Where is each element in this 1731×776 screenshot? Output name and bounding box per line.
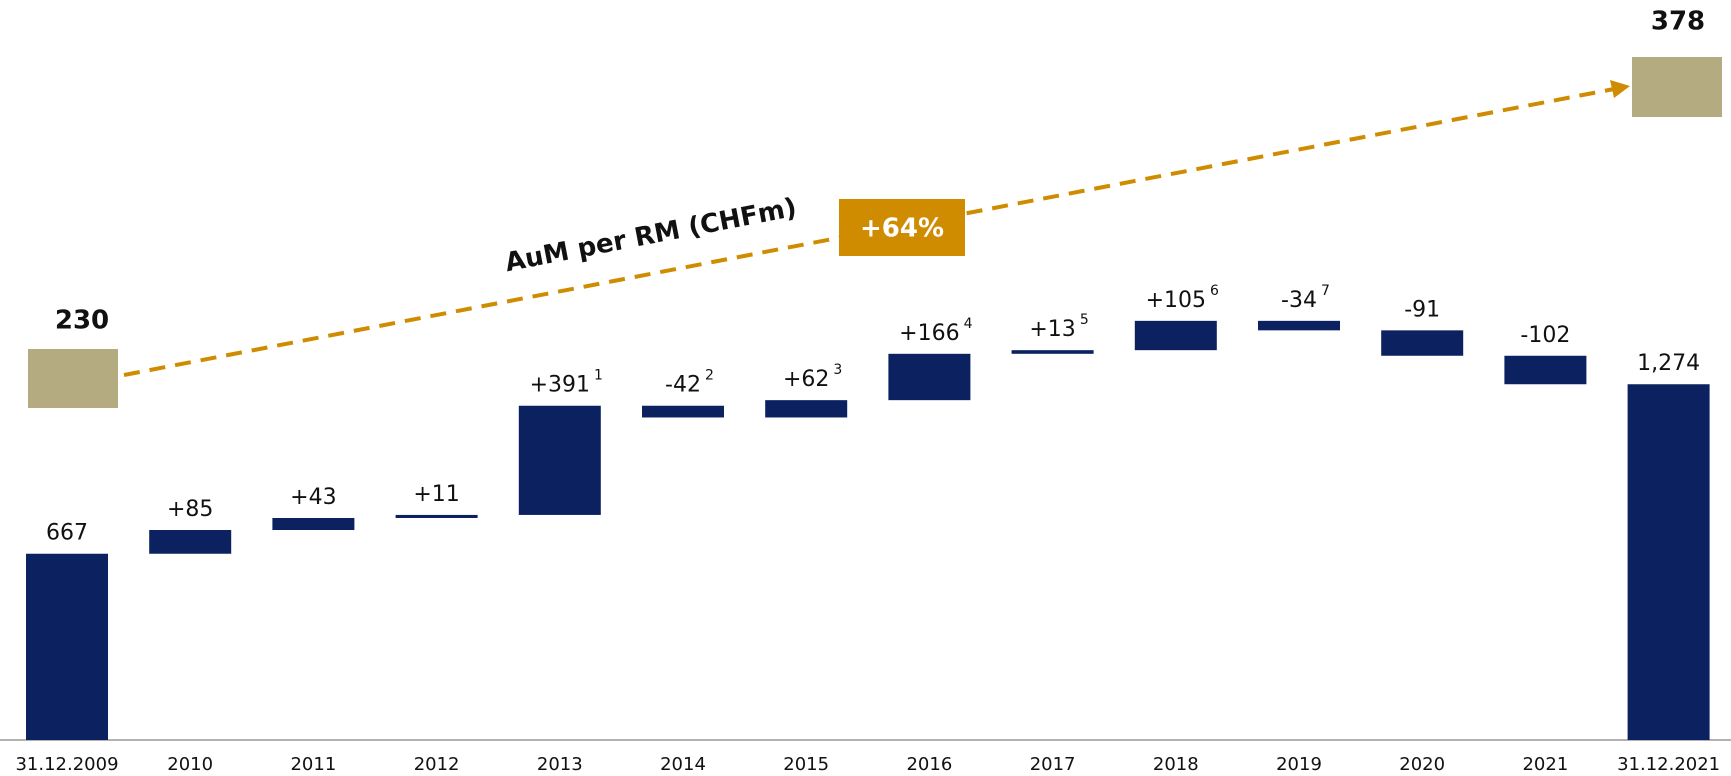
end-box: [1632, 57, 1722, 117]
bar: [888, 353, 971, 401]
trend-label: AuM per RM (CHFm): [503, 193, 799, 278]
x-tick-label: 2010: [167, 754, 213, 775]
footnote: 4: [964, 316, 973, 332]
bar: [1011, 350, 1094, 354]
bar: [518, 405, 601, 515]
value-label: +85: [167, 497, 213, 522]
value-label: +105: [1146, 288, 1206, 313]
x-tick-label: 2013: [537, 754, 583, 775]
x-tick-label: 2020: [1399, 754, 1445, 775]
footnote: 3: [833, 362, 842, 378]
footnote: 7: [1321, 283, 1330, 299]
value-label: +166: [899, 321, 959, 346]
value-label: -91: [1404, 297, 1440, 322]
footnote: 2: [705, 368, 714, 384]
value-label: -34: [1281, 288, 1317, 313]
bar: [149, 530, 232, 554]
x-tick-label: 31.12.2009: [15, 754, 118, 775]
bar: [1381, 330, 1464, 356]
footnote: 1: [594, 368, 603, 384]
value-label: +13: [1029, 317, 1075, 342]
x-tick-label: 2015: [783, 754, 829, 775]
start-label: 230: [55, 306, 109, 336]
bar: [1504, 355, 1587, 385]
x-tick-label: 31.12.2021: [1617, 754, 1720, 775]
value-label: +391: [530, 373, 590, 398]
x-tick-label: 2011: [290, 754, 336, 775]
bar: [1134, 320, 1217, 351]
bar: [1627, 384, 1710, 740]
value-label: 1,274: [1637, 351, 1700, 376]
x-tick-label: 2019: [1276, 754, 1322, 775]
change-label: +64%: [860, 214, 944, 244]
start-box: [28, 349, 118, 408]
x-tick-label: 2018: [1153, 754, 1199, 775]
bar: [765, 400, 848, 418]
value-label: 667: [46, 521, 88, 546]
value-label: +62: [783, 367, 829, 392]
bar: [272, 518, 355, 531]
change-box: [839, 199, 965, 256]
value-label: +11: [413, 482, 459, 507]
value-label: -102: [1520, 323, 1570, 348]
bar: [1258, 320, 1340, 331]
bar: [395, 514, 478, 518]
footnote: 6: [1210, 283, 1219, 299]
x-tick-label: 2021: [1522, 754, 1568, 775]
bar: [642, 405, 724, 418]
value-label: -42: [665, 373, 701, 398]
value-label: +43: [290, 485, 336, 510]
x-tick-label: 2014: [660, 754, 706, 775]
end-label: 378: [1651, 7, 1705, 37]
footnote: 5: [1080, 312, 1089, 328]
x-tick-label: 2012: [414, 754, 460, 775]
x-tick-label: 2016: [906, 754, 952, 775]
arrow-head: [1610, 80, 1630, 98]
bar: [26, 553, 108, 740]
x-tick-label: 2017: [1030, 754, 1076, 775]
